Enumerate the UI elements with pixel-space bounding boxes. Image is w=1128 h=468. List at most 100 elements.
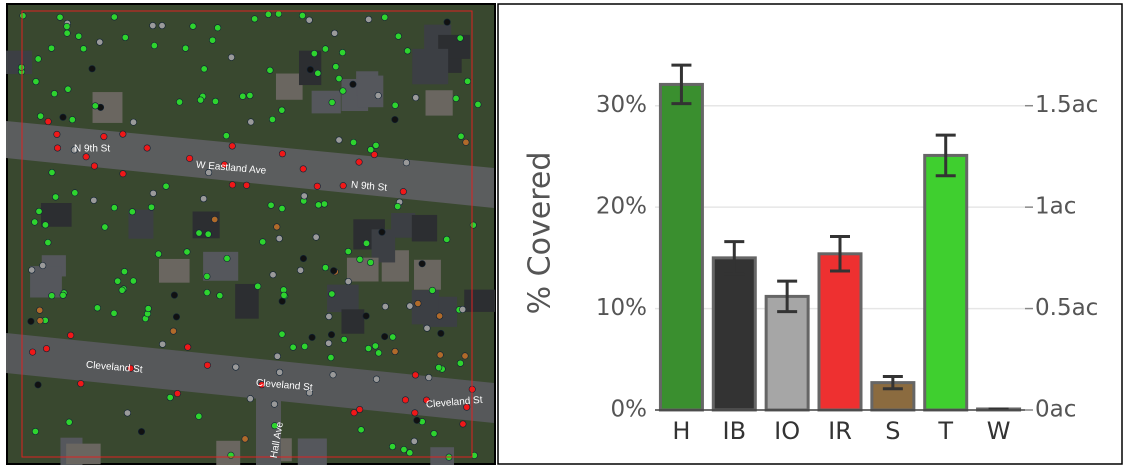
map-dot [171,292,177,298]
map-dot [457,35,463,41]
map-dot [271,401,277,407]
map-dot [322,264,328,270]
map-dot [340,182,346,188]
map-dot [217,292,223,298]
map-dot [463,139,469,145]
map-dot [279,107,285,113]
bar [766,296,808,410]
map-dot [412,410,418,416]
map-dot [403,160,409,166]
map-dot [307,66,313,72]
house [341,309,364,333]
map-dot [111,204,117,210]
bar [660,84,702,410]
map-dot [251,16,257,22]
map-dot [190,23,196,29]
map-dot [204,273,210,279]
map-panel: N 9th St W Eastland Ave N 9th St Clevela… [6,3,496,465]
y2-tick-label: 1ac [1035,194,1076,220]
map-dot [124,410,130,416]
map-dot [49,169,55,175]
map-dot [330,267,336,273]
map-dot [33,78,39,84]
map-dot [412,372,418,378]
map-dot [201,66,207,72]
map-dot [368,146,374,152]
house [426,90,453,115]
map-dot [336,75,342,81]
map-dot [42,222,48,228]
map-dot [145,305,151,311]
map-dot [331,30,337,36]
y2-tick-label: 0.5ac [1035,295,1098,321]
map-dot [228,452,234,458]
map-dot [151,42,157,48]
map-dot [279,205,285,211]
map-dot [269,116,275,122]
bar [819,254,861,410]
map-dot [248,119,254,125]
map-dot [224,255,230,261]
map-dot [424,325,430,331]
y-axis-title: % Covered [523,152,558,315]
map-dot [119,287,125,293]
y-tick-label: 20% [596,194,647,220]
map-dot [20,13,26,19]
map-dot [379,229,385,235]
map-dot [392,348,398,354]
map-dot [40,262,46,268]
house [412,49,448,84]
house [216,441,240,465]
map-dot [184,249,190,255]
map-dot [67,332,73,338]
map-dot [279,151,285,157]
map-dot [333,63,339,69]
map-dot [367,259,373,265]
map-dot [429,287,435,293]
map-dot [97,39,103,45]
map-dot [276,369,282,375]
map-dot [274,353,280,359]
house [66,444,101,465]
map-dot [54,131,60,137]
map-dot [464,78,470,84]
map-dot [390,334,396,340]
map-dot [314,183,320,189]
map-dot [329,99,335,105]
map-dot [111,310,117,316]
map-dot [328,354,334,360]
map-dot [297,267,303,273]
map-dot [345,278,351,284]
map-dot [411,438,417,444]
map-dot [48,45,54,51]
map-dot [37,317,43,323]
map-dot [395,33,401,39]
map-dot [35,56,41,62]
map-dot [276,235,282,241]
chart-frame [498,4,1122,464]
map-dot [382,14,388,20]
map-dot [130,278,136,284]
map-dot [60,292,66,298]
map-dot [453,95,459,101]
map-dot [91,163,97,169]
map-dot [35,382,41,388]
map-dot [341,336,347,342]
map-dot [148,204,154,210]
x-tick-label: S [885,417,900,445]
map-dot [196,413,202,419]
map-dot [392,116,398,122]
map-dot [37,307,43,313]
map-dot [392,102,398,108]
map-dot [43,345,49,351]
map-dot [159,22,165,28]
map-dot [49,293,55,299]
map-dot [91,197,97,203]
map-dot [444,236,450,242]
map-dot [173,314,179,320]
map-dot [415,300,421,306]
map-dot [350,139,356,145]
map-dot [400,188,406,194]
map-dot [45,118,51,124]
y-tick-label: 0% [611,397,648,423]
